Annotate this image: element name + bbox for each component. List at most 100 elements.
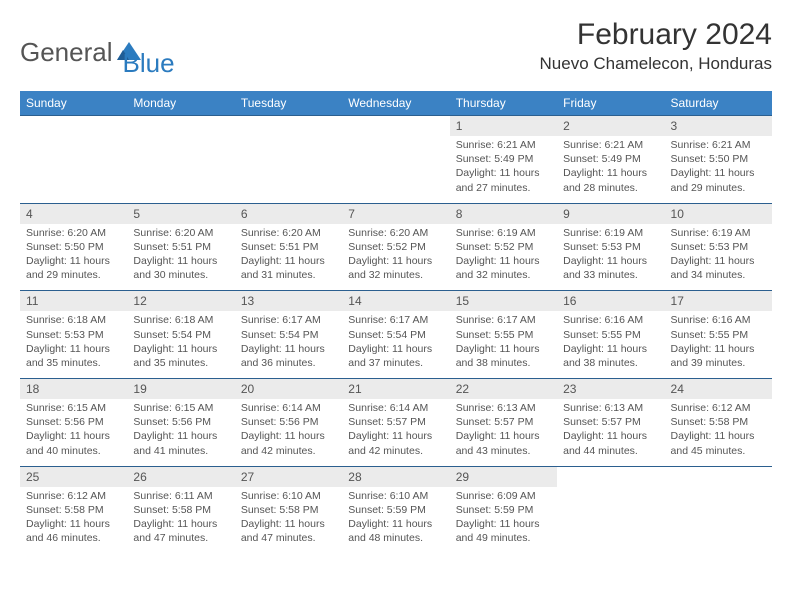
- sunrise-text: Sunrise: 6:20 AM: [26, 226, 121, 240]
- day-number: 16: [557, 291, 664, 312]
- weekday-header: Saturday: [665, 91, 772, 116]
- day-cell: Sunrise: 6:20 AMSunset: 5:50 PMDaylight:…: [20, 224, 127, 291]
- daylight-text: Daylight: 11 hours and 42 minutes.: [348, 429, 443, 457]
- sunset-text: Sunset: 5:56 PM: [26, 415, 121, 429]
- sunrise-text: Sunrise: 6:20 AM: [133, 226, 228, 240]
- logo-text-general: General: [20, 37, 113, 68]
- weekday-header: Thursday: [450, 91, 557, 116]
- logo-text-blue: Blue: [123, 26, 175, 79]
- sunset-text: Sunset: 5:56 PM: [133, 415, 228, 429]
- daylight-text: Daylight: 11 hours and 43 minutes.: [456, 429, 551, 457]
- empty-cell: [235, 116, 342, 137]
- sunrise-text: Sunrise: 6:21 AM: [563, 138, 658, 152]
- day-cell: Sunrise: 6:12 AMSunset: 5:58 PMDaylight:…: [665, 399, 772, 466]
- empty-cell: [235, 136, 342, 203]
- sunset-text: Sunset: 5:54 PM: [241, 328, 336, 342]
- sunrise-text: Sunrise: 6:11 AM: [133, 489, 228, 503]
- day-cell: Sunrise: 6:16 AMSunset: 5:55 PMDaylight:…: [557, 311, 664, 378]
- day-number: 7: [342, 203, 449, 224]
- sunset-text: Sunset: 5:53 PM: [563, 240, 658, 254]
- day-cell: Sunrise: 6:15 AMSunset: 5:56 PMDaylight:…: [20, 399, 127, 466]
- header: General Blue February 2024 Nuevo Chamele…: [20, 18, 772, 79]
- daylight-text: Daylight: 11 hours and 37 minutes.: [348, 342, 443, 370]
- day-cell: Sunrise: 6:21 AMSunset: 5:49 PMDaylight:…: [450, 136, 557, 203]
- daylight-text: Daylight: 11 hours and 33 minutes.: [563, 254, 658, 282]
- sunrise-text: Sunrise: 6:09 AM: [456, 489, 551, 503]
- sunrise-text: Sunrise: 6:10 AM: [241, 489, 336, 503]
- day-number: 23: [557, 379, 664, 400]
- day-cell: Sunrise: 6:19 AMSunset: 5:52 PMDaylight:…: [450, 224, 557, 291]
- daylight-text: Daylight: 11 hours and 44 minutes.: [563, 429, 658, 457]
- day-cell: Sunrise: 6:17 AMSunset: 5:54 PMDaylight:…: [342, 311, 449, 378]
- day-number: 14: [342, 291, 449, 312]
- daylight-text: Daylight: 11 hours and 39 minutes.: [671, 342, 766, 370]
- day-number: 18: [20, 379, 127, 400]
- sunrise-text: Sunrise: 6:12 AM: [671, 401, 766, 415]
- daylight-text: Daylight: 11 hours and 42 minutes.: [241, 429, 336, 457]
- day-number: 10: [665, 203, 772, 224]
- day-number: 28: [342, 466, 449, 487]
- sunrise-text: Sunrise: 6:16 AM: [671, 313, 766, 327]
- sunrise-text: Sunrise: 6:19 AM: [563, 226, 658, 240]
- calendar-table: SundayMondayTuesdayWednesdayThursdayFrid…: [20, 91, 772, 553]
- day-cell: Sunrise: 6:21 AMSunset: 5:50 PMDaylight:…: [665, 136, 772, 203]
- empty-cell: [127, 136, 234, 203]
- weekday-header: Friday: [557, 91, 664, 116]
- sunrise-text: Sunrise: 6:21 AM: [671, 138, 766, 152]
- day-number: 17: [665, 291, 772, 312]
- day-cell: Sunrise: 6:18 AMSunset: 5:54 PMDaylight:…: [127, 311, 234, 378]
- sunrise-text: Sunrise: 6:19 AM: [456, 226, 551, 240]
- sunset-text: Sunset: 5:53 PM: [26, 328, 121, 342]
- daylight-text: Daylight: 11 hours and 47 minutes.: [241, 517, 336, 545]
- day-number: 12: [127, 291, 234, 312]
- sunrise-text: Sunrise: 6:15 AM: [133, 401, 228, 415]
- month-title: February 2024: [540, 18, 772, 52]
- day-cell: Sunrise: 6:15 AMSunset: 5:56 PMDaylight:…: [127, 399, 234, 466]
- sunset-text: Sunset: 5:57 PM: [456, 415, 551, 429]
- day-number: 22: [450, 379, 557, 400]
- daylight-text: Daylight: 11 hours and 31 minutes.: [241, 254, 336, 282]
- day-cell: Sunrise: 6:17 AMSunset: 5:55 PMDaylight:…: [450, 311, 557, 378]
- sunset-text: Sunset: 5:49 PM: [456, 152, 551, 166]
- sunset-text: Sunset: 5:49 PM: [563, 152, 658, 166]
- sunrise-text: Sunrise: 6:14 AM: [348, 401, 443, 415]
- day-cell: Sunrise: 6:10 AMSunset: 5:58 PMDaylight:…: [235, 487, 342, 554]
- empty-cell: [20, 116, 127, 137]
- sunrise-text: Sunrise: 6:17 AM: [348, 313, 443, 327]
- daylight-text: Daylight: 11 hours and 45 minutes.: [671, 429, 766, 457]
- daylight-text: Daylight: 11 hours and 30 minutes.: [133, 254, 228, 282]
- sunrise-text: Sunrise: 6:18 AM: [26, 313, 121, 327]
- sunset-text: Sunset: 5:51 PM: [133, 240, 228, 254]
- sunrise-text: Sunrise: 6:13 AM: [456, 401, 551, 415]
- day-number: 3: [665, 116, 772, 137]
- sunset-text: Sunset: 5:52 PM: [348, 240, 443, 254]
- sunset-text: Sunset: 5:55 PM: [456, 328, 551, 342]
- daylight-text: Daylight: 11 hours and 32 minutes.: [348, 254, 443, 282]
- sunset-text: Sunset: 5:50 PM: [671, 152, 766, 166]
- sunrise-text: Sunrise: 6:13 AM: [563, 401, 658, 415]
- day-cell: Sunrise: 6:20 AMSunset: 5:51 PMDaylight:…: [235, 224, 342, 291]
- sunset-text: Sunset: 5:56 PM: [241, 415, 336, 429]
- sunrise-text: Sunrise: 6:10 AM: [348, 489, 443, 503]
- logo: General Blue: [20, 18, 175, 79]
- title-block: February 2024 Nuevo Chamelecon, Honduras: [540, 18, 772, 74]
- day-cell: Sunrise: 6:20 AMSunset: 5:52 PMDaylight:…: [342, 224, 449, 291]
- sunset-text: Sunset: 5:53 PM: [671, 240, 766, 254]
- daylight-text: Daylight: 11 hours and 35 minutes.: [133, 342, 228, 370]
- daylight-text: Daylight: 11 hours and 27 minutes.: [456, 166, 551, 194]
- sunrise-text: Sunrise: 6:21 AM: [456, 138, 551, 152]
- sunset-text: Sunset: 5:54 PM: [133, 328, 228, 342]
- daylight-text: Daylight: 11 hours and 38 minutes.: [456, 342, 551, 370]
- sunrise-text: Sunrise: 6:20 AM: [348, 226, 443, 240]
- weekday-header: Wednesday: [342, 91, 449, 116]
- day-number: 25: [20, 466, 127, 487]
- day-number: 13: [235, 291, 342, 312]
- sunrise-text: Sunrise: 6:20 AM: [241, 226, 336, 240]
- sunrise-text: Sunrise: 6:15 AM: [26, 401, 121, 415]
- day-cell: Sunrise: 6:20 AMSunset: 5:51 PMDaylight:…: [127, 224, 234, 291]
- empty-cell: [665, 466, 772, 487]
- day-number: 11: [20, 291, 127, 312]
- empty-cell: [557, 487, 664, 554]
- sunset-text: Sunset: 5:58 PM: [241, 503, 336, 517]
- day-cell: Sunrise: 6:11 AMSunset: 5:58 PMDaylight:…: [127, 487, 234, 554]
